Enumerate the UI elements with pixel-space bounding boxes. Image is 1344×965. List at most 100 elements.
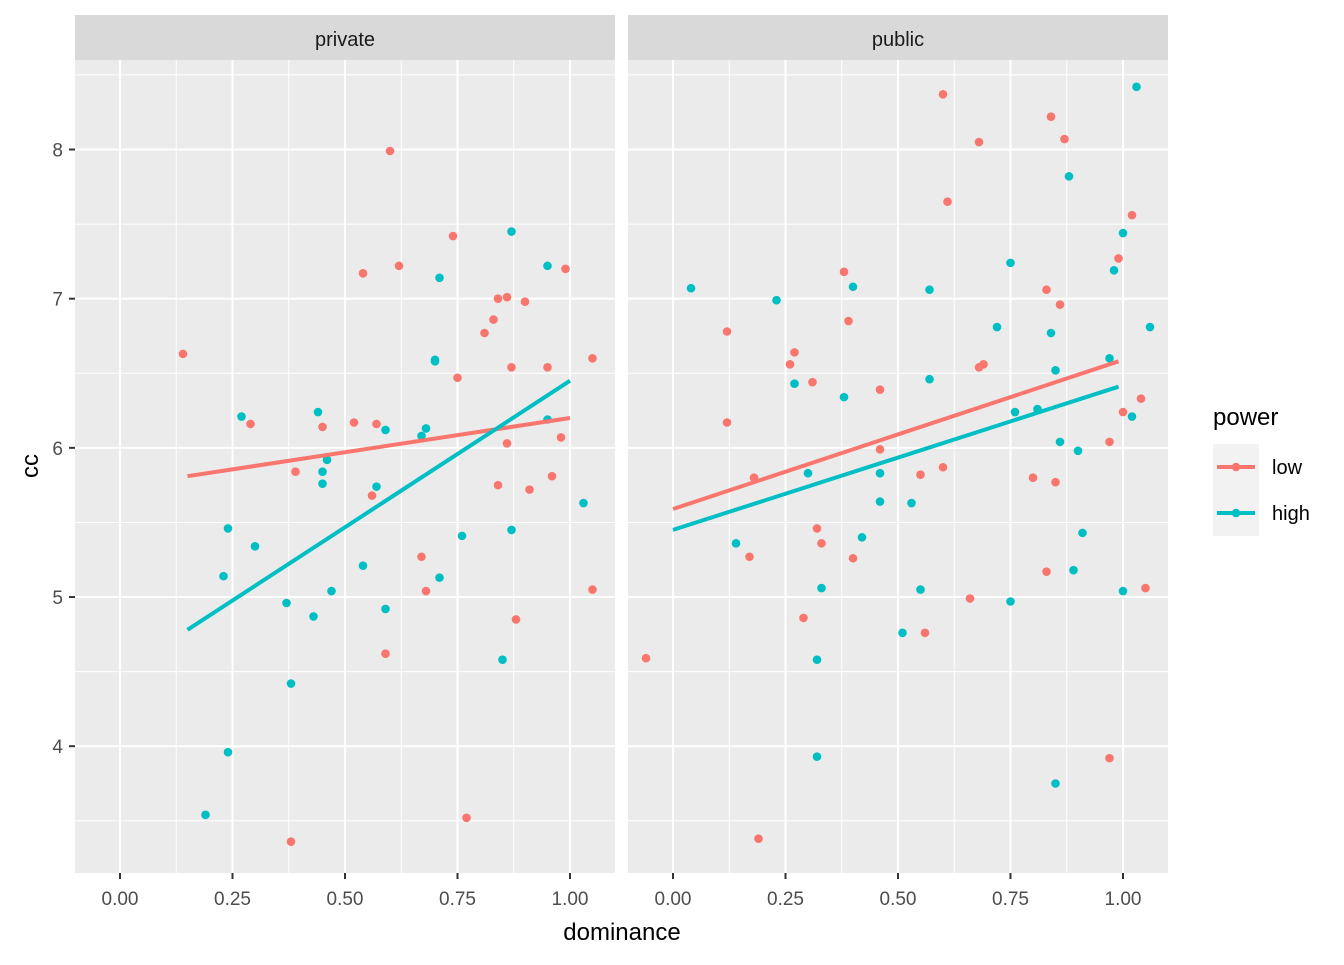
point-low — [385, 146, 395, 156]
panel-private: private 0.00 0.25 0.50 0.75 1.00 4 5 6 7 8 — [52, 15, 615, 910]
point-low — [785, 360, 795, 369]
point-high — [992, 322, 1002, 332]
point-high — [498, 655, 507, 664]
legend-key-point-high — [1231, 508, 1241, 518]
point-high — [223, 747, 233, 757]
point-high — [507, 525, 516, 535]
point-high — [817, 583, 826, 593]
legend-label-high: high — [1272, 503, 1310, 525]
point-low — [1114, 254, 1123, 263]
point-high — [381, 425, 390, 435]
point-low — [920, 628, 930, 638]
point-low — [381, 649, 390, 659]
legend-keys: low high — [1213, 444, 1310, 536]
point-high — [417, 431, 426, 441]
point-high — [1046, 328, 1056, 338]
point-high — [812, 752, 822, 761]
point-low — [1060, 134, 1069, 144]
point-high — [925, 374, 934, 384]
point-high — [358, 561, 368, 571]
point-low — [178, 349, 188, 359]
point-high — [318, 479, 327, 488]
point-low — [417, 552, 426, 562]
point-low — [943, 197, 952, 207]
point-high — [925, 285, 934, 295]
point-high — [1064, 172, 1074, 181]
point-high — [1118, 228, 1128, 238]
point-low — [502, 292, 512, 302]
point-low — [1051, 477, 1060, 487]
point-high — [803, 468, 813, 478]
point-low — [848, 553, 858, 563]
point-high — [857, 533, 867, 542]
point-low — [493, 480, 503, 490]
point-low — [812, 524, 822, 533]
point-low — [875, 445, 885, 454]
point-low — [799, 613, 808, 623]
point-low — [1136, 394, 1146, 403]
point-low — [754, 834, 763, 843]
point-high — [372, 482, 381, 491]
point-low — [547, 471, 557, 481]
point-high — [898, 628, 907, 638]
point-high — [1145, 322, 1155, 332]
point-low — [938, 90, 948, 99]
point-high — [848, 282, 858, 292]
point-high — [219, 571, 228, 581]
y-axis-title: cc — [17, 454, 44, 478]
point-low — [453, 373, 462, 383]
point-high — [907, 498, 916, 508]
x-tick-label: 0.50 — [327, 889, 364, 910]
point-high — [839, 392, 849, 402]
x-tick-label: 0.00 — [655, 889, 692, 910]
fit-line-low — [187, 416, 571, 479]
x-tick-label: 0.50 — [880, 889, 917, 910]
point-low — [844, 316, 853, 326]
point-high — [237, 412, 246, 421]
legend-label-low: low — [1272, 457, 1303, 479]
point-high — [507, 227, 516, 236]
point-low — [722, 327, 732, 336]
point-high — [772, 295, 781, 305]
point-high — [1010, 407, 1020, 417]
point-high — [812, 655, 822, 664]
point-low — [722, 418, 732, 427]
point-low — [291, 467, 300, 477]
point-high — [381, 604, 390, 614]
x-tick-label: 0.25 — [767, 889, 804, 910]
x-tick-label: 0.75 — [992, 889, 1029, 910]
point-high — [435, 573, 444, 582]
point-low — [493, 294, 503, 303]
point-low — [1042, 567, 1051, 576]
point-high — [1073, 446, 1083, 456]
point-high — [1118, 586, 1128, 596]
point-low — [1127, 210, 1137, 220]
point-low — [1055, 300, 1065, 309]
point-low — [839, 267, 849, 277]
point-low — [974, 137, 984, 147]
point-high — [1051, 365, 1060, 375]
point-low — [979, 360, 988, 369]
point-high — [435, 273, 444, 283]
point-high — [322, 455, 332, 465]
point-low — [1141, 583, 1150, 593]
point-high — [223, 524, 233, 533]
fit-line-low — [672, 359, 1120, 511]
point-low — [938, 462, 948, 472]
point-high — [1051, 779, 1060, 788]
point-high — [579, 498, 588, 508]
point-low — [543, 362, 552, 372]
point-high — [1105, 354, 1114, 363]
facet-strip-label: private — [315, 29, 375, 51]
panel-data — [178, 146, 597, 846]
point-low — [286, 837, 296, 846]
point-high — [543, 261, 552, 271]
panel-data — [641, 82, 1155, 843]
point-high — [327, 586, 336, 596]
panel-public: public 0.00 0.25 0.50 0.75 1.00 — [628, 15, 1168, 910]
point-low — [1105, 753, 1114, 763]
facet-strip-label: public — [872, 29, 924, 51]
point-high — [875, 468, 885, 478]
x-tick-label: 0.75 — [439, 889, 476, 910]
